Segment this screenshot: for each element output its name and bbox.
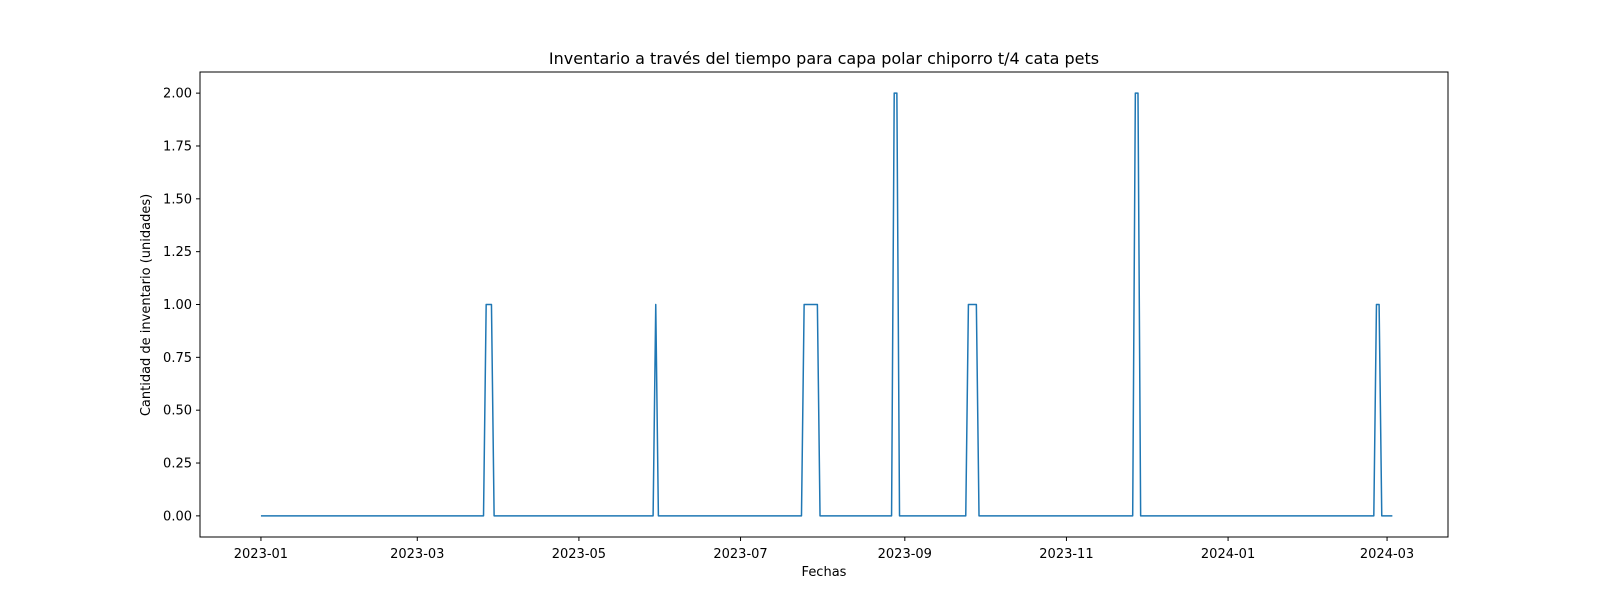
x-tick-label: 2023-03 xyxy=(390,547,444,562)
x-tick-label: 2023-05 xyxy=(552,547,606,562)
y-tick-label: 1.25 xyxy=(163,245,192,260)
y-tick-label: 2.00 xyxy=(163,87,192,102)
plot-area xyxy=(260,92,1393,517)
plot-frame xyxy=(199,71,1449,538)
y-tick-label: 0.25 xyxy=(163,457,192,472)
y-tick-label: 1.75 xyxy=(163,139,192,154)
x-tick-label: 2023-09 xyxy=(878,547,932,562)
x-tick-label: 2023-07 xyxy=(713,547,767,562)
series-line-0 xyxy=(260,92,1393,517)
chart-title: Inventario a través del tiempo para capa… xyxy=(549,49,1099,68)
x-tick-label: 2023-01 xyxy=(234,547,288,562)
x-tick-label: 2024-03 xyxy=(1360,547,1414,562)
y-tick-label: 0.50 xyxy=(163,404,192,419)
x-axis-title: Fechas xyxy=(802,565,847,580)
y-tick-label: 1.50 xyxy=(163,192,192,207)
y-tick-label: 1.00 xyxy=(163,298,192,313)
y-axis: 0.00 0.25 0.50 0.75 1.00 1.25 1.50 1.75 2.00 xyxy=(163,87,200,524)
x-tick-label: 2024-01 xyxy=(1201,547,1255,562)
x-axis: 2023-01 2023-03 2023-05 2023-07 2023-09 2023-… xyxy=(234,537,1414,562)
y-tick-label: 0.00 xyxy=(163,509,192,524)
y-tick-label: 0.75 xyxy=(163,351,192,366)
y-axis-title: Cantidad de inventario (unidades) xyxy=(139,194,154,416)
x-tick-label: 2023-11 xyxy=(1039,547,1093,562)
